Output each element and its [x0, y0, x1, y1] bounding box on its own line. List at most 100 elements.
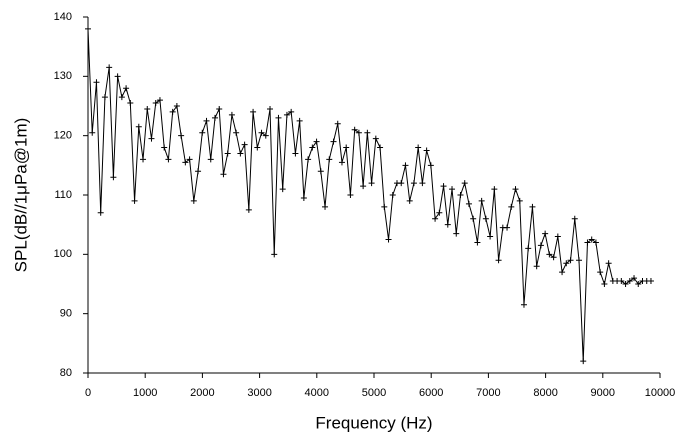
y-tick-label: 140 [54, 11, 72, 23]
data-marker [571, 215, 578, 222]
data-marker [504, 224, 511, 231]
data-marker [622, 281, 629, 287]
data-marker [516, 197, 523, 204]
data-marker [313, 138, 320, 145]
data-marker [482, 215, 489, 222]
data-marker [563, 260, 570, 267]
data-marker [597, 269, 604, 276]
data-marker [283, 111, 290, 118]
data-marker [618, 278, 625, 285]
data-marker [237, 150, 244, 157]
data-marker [271, 251, 278, 258]
data-marker [178, 132, 185, 139]
data-marker [326, 156, 333, 163]
y-axis-title: SPL(dB//1μPa@1m) [11, 118, 30, 273]
data-line [87, 28, 651, 362]
data-marker [512, 186, 519, 193]
data-marker [110, 174, 117, 181]
data-marker [334, 120, 341, 127]
data-marker [279, 186, 286, 193]
data-marker [118, 94, 125, 101]
data-marker [457, 192, 464, 198]
data-marker [220, 171, 227, 178]
data-marker [288, 108, 295, 115]
data-marker [165, 156, 172, 163]
data-marker [101, 94, 108, 101]
x-tick-label: 4000 [305, 387, 329, 399]
data-marker [436, 209, 443, 216]
y-tick-label: 100 [54, 248, 72, 260]
x-tick-label: 2000 [190, 387, 214, 399]
data-marker [182, 159, 189, 166]
data-marker [533, 263, 540, 270]
data-marker [525, 245, 532, 252]
data-marker [381, 203, 388, 210]
x-tick-label: 10000 [645, 387, 676, 399]
data-marker [576, 257, 583, 264]
y-tick-label: 90 [60, 308, 72, 320]
x-tick-label: 6000 [419, 387, 443, 399]
data-marker [97, 209, 104, 216]
data-marker [360, 183, 367, 190]
data-marker [529, 203, 536, 210]
data-marker [169, 108, 176, 115]
data-marker [432, 215, 439, 222]
data-marker [173, 103, 180, 109]
data-marker [309, 144, 316, 151]
y-tick-label: 110 [54, 189, 72, 201]
x-tick-label: 3000 [247, 387, 271, 399]
data-marker [546, 251, 553, 258]
data-marker [389, 192, 396, 198]
data-marker [245, 206, 252, 213]
data-marker [351, 126, 358, 133]
data-marker [647, 278, 654, 285]
data-marker [537, 242, 544, 249]
data-marker [605, 260, 612, 267]
data-marker [427, 162, 434, 169]
data-marker [542, 230, 549, 237]
data-marker [631, 275, 638, 282]
data-marker [207, 156, 214, 163]
data-marker [347, 192, 354, 198]
y-tick-label: 80 [60, 367, 72, 379]
data-marker [385, 236, 392, 243]
data-marker [228, 111, 235, 118]
data-marker [241, 141, 248, 148]
x-tick-label: 5000 [362, 387, 386, 399]
data-marker [465, 200, 472, 207]
data-marker [343, 144, 350, 151]
data-marker [402, 162, 409, 169]
data-marker [89, 129, 96, 136]
data-marker [508, 203, 515, 210]
data-marker [495, 257, 502, 264]
data-marker [250, 108, 257, 115]
data-marker [305, 156, 312, 163]
data-marker [355, 129, 362, 136]
data-marker [93, 79, 100, 86]
data-marker [140, 156, 147, 163]
data-marker [203, 117, 210, 124]
x-tick-label: 8000 [533, 387, 557, 399]
data-marker [233, 129, 240, 136]
data-marker [156, 97, 163, 104]
data-marker [550, 254, 557, 261]
data-marker [592, 239, 599, 246]
data-marker [106, 64, 113, 71]
data-marker [580, 358, 587, 365]
data-marker [258, 129, 265, 136]
data-marker [216, 105, 223, 112]
data-marker [398, 180, 405, 187]
data-marker [554, 233, 561, 240]
data-marker [211, 114, 218, 121]
data-marker [406, 197, 413, 204]
x-tick-label: 0 [85, 387, 91, 399]
x-axis-title: Frequency (Hz) [315, 413, 432, 432]
data-marker [195, 168, 202, 175]
data-marker [410, 180, 417, 187]
data-marker [127, 100, 134, 107]
data-marker [123, 85, 130, 92]
data-marker [474, 239, 481, 246]
data-marker [131, 197, 138, 204]
data-marker [567, 257, 574, 264]
data-marker [423, 147, 430, 154]
